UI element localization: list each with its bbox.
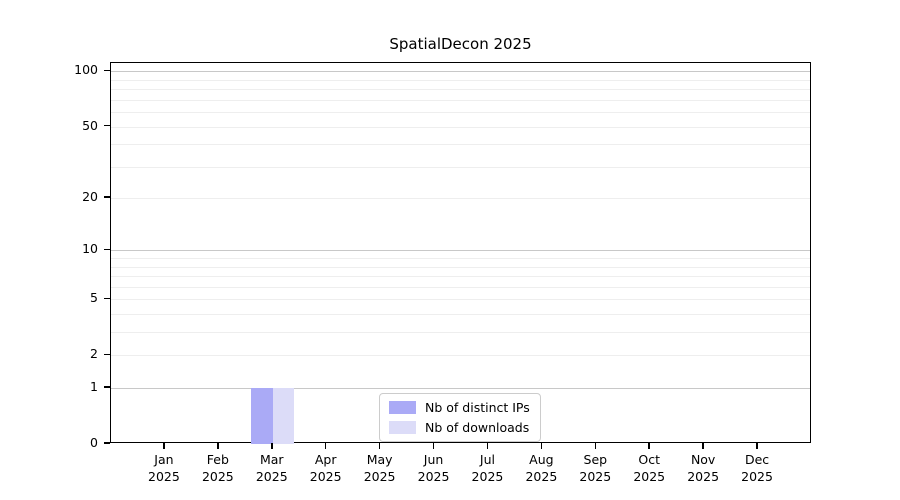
minor-gridline bbox=[111, 332, 810, 334]
minor-gridline bbox=[111, 198, 810, 200]
legend-swatch bbox=[389, 421, 416, 434]
minor-gridline bbox=[111, 89, 810, 91]
minor-gridline bbox=[111, 286, 810, 288]
x-tick-month: Jan bbox=[154, 452, 174, 467]
x-tick-mark bbox=[378, 443, 381, 449]
minor-gridline bbox=[111, 144, 810, 146]
x-tick-mark bbox=[648, 443, 650, 449]
y-tick-label: 100 bbox=[74, 62, 98, 78]
y-tick-mark bbox=[104, 297, 110, 300]
major-gridline bbox=[111, 71, 810, 73]
x-tick-label: Feb 2025 bbox=[178, 451, 258, 485]
y-tick-label: 10 bbox=[82, 241, 98, 257]
x-tick-month: Feb bbox=[206, 452, 229, 467]
x-tick-year: 2025 bbox=[579, 469, 612, 484]
y-tick-mark bbox=[104, 124, 110, 127]
y-tick-label: 0 bbox=[90, 435, 98, 450]
x-tick-label: Jul 2025 bbox=[447, 451, 527, 485]
x-tick-month: Mar bbox=[259, 452, 284, 467]
x-tick-label: Sep 2025 bbox=[555, 451, 635, 485]
x-tick-month: Oct bbox=[638, 452, 661, 467]
y-tick-mark bbox=[104, 442, 110, 444]
y-tick-label: 50 bbox=[82, 117, 98, 133]
minor-gridline bbox=[111, 126, 810, 128]
minor-gridline bbox=[111, 166, 810, 168]
x-tick-month: Aug bbox=[529, 452, 554, 467]
x-tick-year: 2025 bbox=[148, 469, 180, 484]
legend-label: Nb of distinct IPs bbox=[425, 400, 530, 415]
x-tick-label: Jun 2025 bbox=[394, 451, 474, 485]
y-tick-label: 1 bbox=[90, 379, 98, 395]
x-tick-month: Sep bbox=[583, 452, 608, 467]
x-tick-year: 2025 bbox=[525, 469, 558, 484]
x-tick-year: 2025 bbox=[633, 469, 666, 484]
y-tick-label: 2 bbox=[90, 346, 98, 362]
x-tick-year: 2025 bbox=[309, 469, 342, 484]
x-tick-mark bbox=[702, 443, 704, 449]
legend-item: Nb of downloads bbox=[389, 420, 530, 435]
x-tick-year: 2025 bbox=[417, 469, 450, 484]
x-tick-month: Nov bbox=[690, 452, 716, 467]
x-tick-mark bbox=[271, 443, 273, 449]
x-tick-month: Jun bbox=[423, 452, 444, 467]
minor-gridline bbox=[111, 258, 810, 260]
minor-gridline bbox=[111, 355, 810, 357]
x-tick-year: 2025 bbox=[255, 469, 288, 484]
x-tick-mark bbox=[163, 443, 165, 449]
x-tick-year: 2025 bbox=[201, 469, 234, 484]
x-tick-year: 2025 bbox=[471, 469, 504, 484]
x-tick-label: Oct 2025 bbox=[609, 451, 689, 485]
minor-gridline bbox=[111, 266, 810, 268]
x-tick-year: 2025 bbox=[363, 469, 396, 484]
x-tick-mark bbox=[594, 443, 597, 449]
y-tick-mark bbox=[104, 386, 110, 388]
chart-title: SpatialDecon 2025 bbox=[389, 35, 532, 53]
x-tick-month: Dec bbox=[744, 452, 770, 467]
x-tick-mark bbox=[432, 443, 435, 449]
x-tick-label: Mar 2025 bbox=[232, 451, 312, 485]
x-tick-label: Dec 2025 bbox=[717, 451, 797, 485]
legend-swatch bbox=[389, 401, 416, 414]
legend-item: Nb of distinct IPs bbox=[389, 400, 530, 415]
minor-gridline bbox=[111, 112, 810, 114]
y-tick-label: 20 bbox=[82, 189, 98, 205]
y-tick-mark bbox=[104, 196, 110, 198]
x-tick-year: 2025 bbox=[741, 469, 773, 484]
x-tick-year: 2025 bbox=[687, 469, 720, 484]
legend-label: Nb of downloads bbox=[425, 420, 530, 435]
x-tick-mark bbox=[324, 443, 327, 449]
minor-gridline bbox=[111, 299, 810, 301]
x-tick-mark bbox=[540, 443, 543, 449]
x-tick-month: Apr bbox=[314, 452, 337, 467]
bar bbox=[272, 388, 295, 444]
y-tick-mark bbox=[104, 248, 110, 251]
x-tick-label: Nov 2025 bbox=[663, 451, 743, 485]
minor-gridline bbox=[111, 276, 810, 278]
x-tick-label: Jan 2025 bbox=[124, 451, 204, 485]
x-tick-label: Apr 2025 bbox=[286, 451, 366, 485]
x-tick-mark bbox=[217, 443, 219, 449]
minor-gridline bbox=[111, 99, 810, 101]
x-tick-label: Aug 2025 bbox=[501, 451, 581, 485]
legend: Nb of distinct IPs Nb of downloads bbox=[379, 393, 541, 442]
major-gridline bbox=[111, 250, 810, 252]
y-tick-mark bbox=[104, 353, 110, 356]
bar bbox=[251, 388, 273, 444]
x-tick-mark bbox=[486, 443, 489, 449]
y-tick-mark bbox=[104, 69, 110, 72]
major-gridline bbox=[111, 388, 810, 390]
x-tick-month: Jul bbox=[479, 452, 495, 467]
y-tick-label: 5 bbox=[90, 290, 98, 306]
x-tick-label: May 2025 bbox=[340, 451, 420, 485]
minor-gridline bbox=[111, 79, 810, 81]
minor-gridline bbox=[111, 314, 810, 316]
x-tick-mark bbox=[756, 443, 758, 449]
plot-area: Nb of distinct IPs Nb of downloads bbox=[110, 62, 811, 444]
x-tick-month: May bbox=[366, 452, 393, 467]
